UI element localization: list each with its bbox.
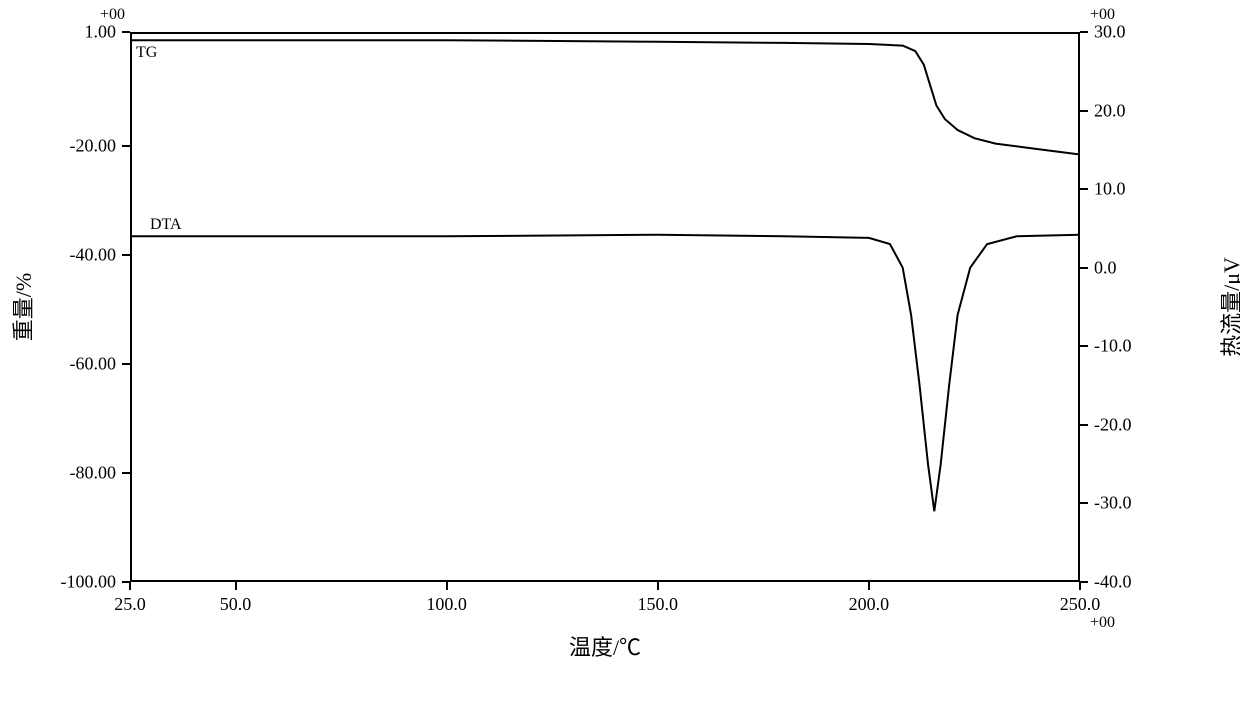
x-tick — [1079, 582, 1081, 590]
x-tick-label: 100.0 — [426, 594, 467, 615]
y-left-tick-label: -100.00 — [61, 572, 117, 593]
tg-line — [130, 40, 1080, 154]
y-right-tick — [1080, 267, 1088, 269]
y-left-tick-label: -40.00 — [70, 245, 117, 266]
tg-dta-chart: +00 +00 +00 重量/% 热流量/μV 温度/℃ 25.050.0100… — [0, 0, 1240, 706]
y-left-tick — [122, 254, 130, 256]
x-tick-label: 200.0 — [849, 594, 890, 615]
y-right-tick — [1080, 581, 1088, 583]
y-right-tick — [1080, 502, 1088, 504]
y-left-tick — [122, 581, 130, 583]
x-tick — [129, 582, 131, 590]
y-right-tick — [1080, 345, 1088, 347]
y-right-tick-label: -40.0 — [1094, 572, 1132, 593]
y-right-tick-label: -20.0 — [1094, 414, 1132, 435]
x-tick — [657, 582, 659, 590]
y-right-tick-label: -10.0 — [1094, 336, 1132, 357]
tg-series-label: TG — [136, 44, 157, 62]
chart-svg — [0, 0, 1240, 706]
y-right-tick — [1080, 31, 1088, 33]
x-tick-label: 50.0 — [220, 594, 252, 615]
y-left-tick-label: -60.00 — [70, 354, 117, 375]
y-left-tick — [122, 145, 130, 147]
y-right-tick-label: -30.0 — [1094, 493, 1132, 514]
y-right-tick-label: 10.0 — [1094, 179, 1126, 200]
x-tick — [235, 582, 237, 590]
y-right-tick-label: 20.0 — [1094, 100, 1126, 121]
y-left-tick — [122, 472, 130, 474]
y-left-tick-label: 1.00 — [85, 22, 117, 43]
dta-series-label: DTA — [150, 216, 182, 234]
x-tick — [868, 582, 870, 590]
x-tick-label: 25.0 — [114, 594, 146, 615]
y-left-tick — [122, 363, 130, 365]
y-left-tick — [122, 31, 130, 33]
y-right-tick-label: 30.0 — [1094, 22, 1126, 43]
x-tick-label: 250.0 — [1060, 594, 1101, 615]
x-tick-label: 150.0 — [638, 594, 679, 615]
dta-line — [130, 235, 1080, 512]
y-left-tick-label: -20.00 — [70, 136, 117, 157]
y-right-tick — [1080, 424, 1088, 426]
y-right-tick — [1080, 188, 1088, 190]
x-tick — [446, 582, 448, 590]
y-right-tick — [1080, 110, 1088, 112]
y-right-tick-label: 0.0 — [1094, 257, 1117, 278]
y-left-tick-label: -80.00 — [70, 463, 117, 484]
